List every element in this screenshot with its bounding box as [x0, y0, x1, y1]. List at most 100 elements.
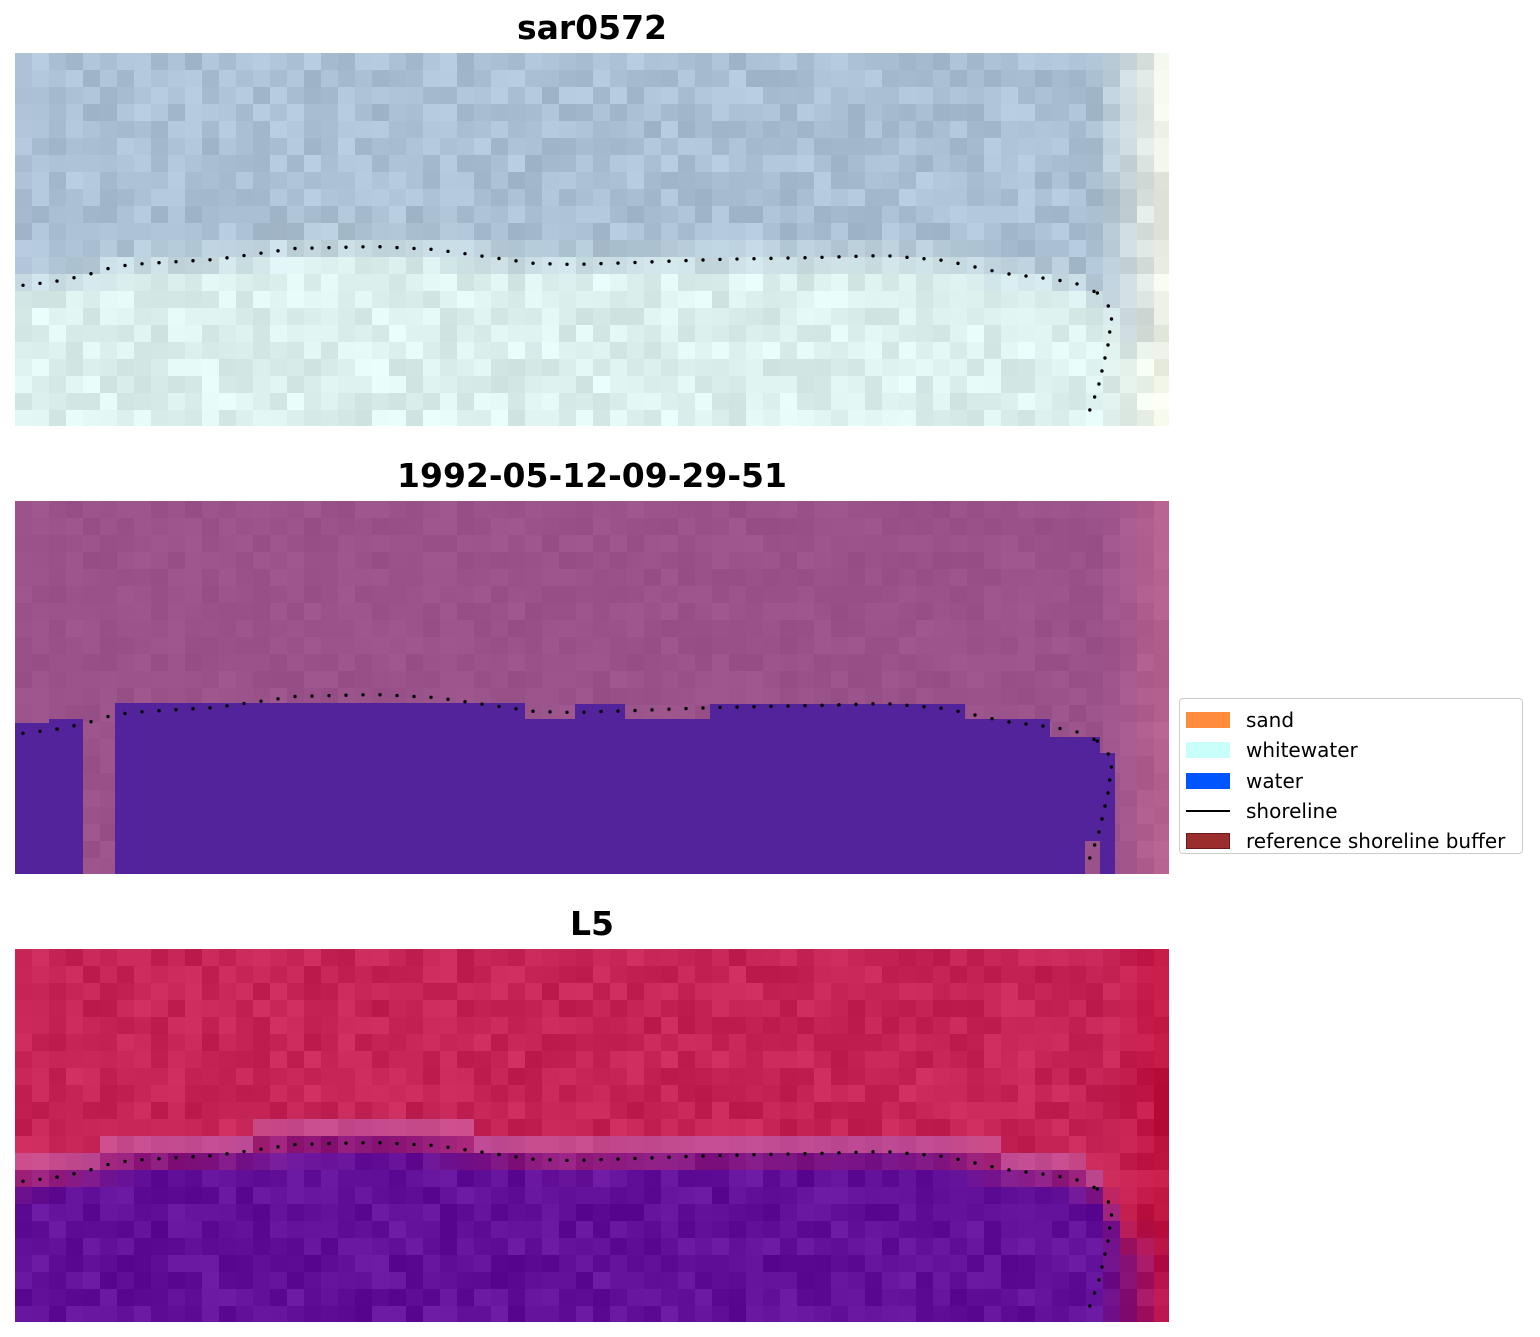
classified-pixel: [338, 535, 355, 552]
sar-pixel: [780, 342, 797, 359]
sar-pixel: [1086, 291, 1103, 308]
landsat-pixel: [185, 1119, 202, 1136]
sar-pixel: [491, 359, 508, 376]
shoreline-dot: [871, 254, 875, 258]
sar-pixel: [916, 155, 933, 172]
sar-pixel: [678, 291, 695, 308]
sar-pixel: [253, 138, 270, 155]
landsat-pixel: [814, 1306, 831, 1322]
sar-pixel: [899, 393, 916, 410]
sar-pixel: [627, 172, 644, 189]
sar-pixel: [355, 291, 372, 308]
sar-pixel: [644, 172, 661, 189]
sar-pixel: [185, 189, 202, 206]
sar-pixel: [168, 155, 185, 172]
landsat-pixel: [882, 1119, 899, 1136]
landsat-pixel: [1154, 1000, 1169, 1017]
sar-pixel: [695, 189, 712, 206]
sar-pixel: [1120, 359, 1137, 376]
landsat-pixel: [457, 1017, 474, 1034]
landsat-pixel: [559, 1255, 576, 1272]
classified-pixel: [185, 603, 202, 620]
sar-pixel: [661, 223, 678, 240]
landsat-pixel: [151, 983, 168, 1000]
sar-pixel: [49, 223, 66, 240]
shoreline-dot: [395, 1141, 399, 1146]
sar-pixel: [440, 308, 457, 325]
sar-pixel: [423, 223, 440, 240]
shoreline-dot: [956, 709, 960, 714]
landsat-pixel: [950, 1187, 967, 1204]
classified-pixel: [542, 501, 559, 518]
sar-pixel: [83, 376, 100, 393]
shoreline-dot: [38, 729, 42, 733]
sar-pixel: [1001, 138, 1018, 155]
landsat-pixel: [1120, 1136, 1137, 1153]
classified-pixel: [916, 671, 933, 688]
landsat-pixel: [967, 1306, 984, 1322]
sar-pixel: [83, 308, 100, 325]
sar-pixel: [253, 410, 270, 426]
landsat-pixel: [389, 1034, 406, 1051]
landsat-pixel: [1086, 1238, 1103, 1255]
classified-pixel: [763, 501, 780, 518]
classified-pixel: [151, 671, 168, 688]
classified-pixel: [185, 552, 202, 569]
sar-pixel: [253, 189, 270, 206]
shoreline-dot: [310, 694, 314, 698]
sar-pixel: [406, 138, 423, 155]
shoreline-dot: [106, 1162, 110, 1167]
landsat-pixel: [763, 1034, 780, 1051]
classified-pixel: [576, 586, 593, 603]
sar-pixel: [627, 104, 644, 121]
sar-pixel: [355, 376, 372, 393]
classified-pixel: [236, 569, 253, 586]
classified-pixel: [916, 518, 933, 535]
sar-pixel: [491, 308, 508, 325]
landsat-pixel: [168, 1085, 185, 1102]
sar-pixel: [610, 257, 627, 274]
landsat-pixel: [899, 966, 916, 983]
classified-pixel: [83, 620, 100, 637]
landsat-pixel: [797, 1034, 814, 1051]
classified-pixel: [695, 586, 712, 603]
sar-pixel: [661, 308, 678, 325]
classified-pixel: [100, 807, 117, 824]
classified-pixel: [15, 603, 32, 620]
sar-pixel: [151, 223, 168, 240]
classified-pixel: [32, 637, 49, 654]
landsat-pixel: [389, 1102, 406, 1119]
landsat-pixel: [1001, 1068, 1018, 1085]
landsat-pixel: [151, 1051, 168, 1068]
classified-pixel: [933, 569, 950, 586]
landsat-pixel: [151, 1187, 168, 1204]
sar-pixel: [1001, 342, 1018, 359]
landsat-pixel: [236, 1238, 253, 1255]
sar-pixel: [117, 240, 134, 257]
sar-pixel: [899, 87, 916, 104]
sar-pixel: [389, 308, 406, 325]
landsat-pixel: [1120, 1102, 1137, 1119]
sar-pixel: [610, 172, 627, 189]
landsat-pixel: [66, 1119, 83, 1136]
landsat-transition-pixel: [236, 1136, 253, 1153]
landsat-pixel: [372, 1204, 389, 1221]
sar-pixel: [848, 325, 865, 342]
shoreline-dot: [1007, 1168, 1011, 1172]
landsat-pixel: [780, 1153, 797, 1170]
classified-pixel: [338, 637, 355, 654]
landsat-pixel: [525, 1000, 542, 1017]
sar-pixel: [474, 172, 491, 189]
landsat-pixel: [508, 1306, 525, 1322]
landsat-pixel: [865, 1238, 882, 1255]
sar-pixel: [1137, 257, 1154, 274]
classified-pixel: [151, 637, 168, 654]
sar-pixel: [253, 53, 270, 70]
sar-pixel: [780, 172, 797, 189]
classified-pixel: [270, 501, 287, 518]
shoreline-dot: [531, 709, 535, 713]
landsat-pixel: [882, 1187, 899, 1204]
shoreline-dot: [378, 1141, 382, 1145]
sar-pixel: [134, 155, 151, 172]
sar-pixel: [1001, 87, 1018, 104]
